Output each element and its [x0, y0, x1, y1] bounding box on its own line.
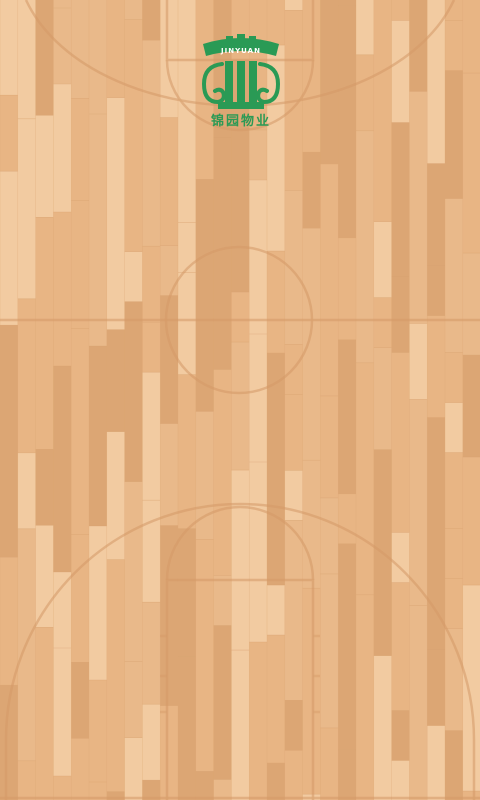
bottom-free-throw-circle	[165, 505, 315, 581]
top-key	[165, 0, 315, 62]
lane-hash-marks	[160, 634, 320, 714]
top-free-throw-circle	[165, 59, 315, 132]
center-circle	[164, 245, 314, 395]
jinyuan-crest-icon: JINYUAN	[198, 34, 284, 134]
brand-name: 锦园物业	[210, 114, 271, 129]
bottom-three-point-arc	[4, 502, 476, 800]
crest-banner-text: JINYUAN	[220, 47, 261, 55]
bottom-key	[165, 578, 315, 800]
